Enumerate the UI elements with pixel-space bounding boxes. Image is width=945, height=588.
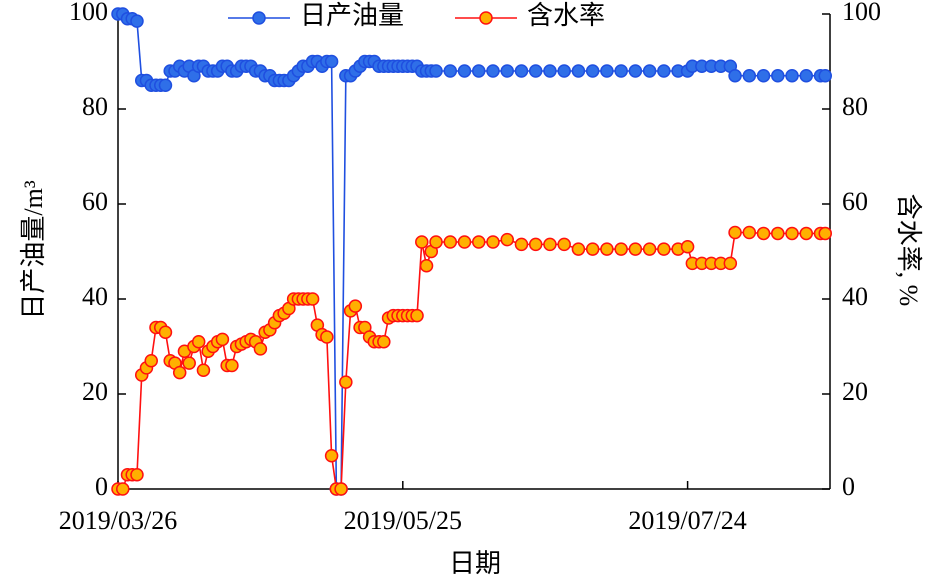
data-point [429,64,443,78]
data-point [144,354,158,368]
y2-tick-label: 80 [842,92,868,121]
y-tick-label: 40 [82,282,108,311]
data-point [415,235,429,249]
y2-tick-label: 20 [842,377,868,406]
data-point [528,64,543,78]
data-point [324,449,339,463]
data-point [785,226,799,241]
data-point [771,69,785,83]
data-point [614,64,628,78]
data-point [334,482,348,496]
data-point [818,226,833,241]
y2-tick-label: 100 [842,0,881,26]
legend-marker [252,11,266,25]
data-point [457,64,472,78]
data-point [253,342,268,356]
data-point [614,242,628,256]
data-point [443,64,458,78]
data-point [500,232,514,247]
data-point [799,69,814,83]
data-point [377,335,391,349]
data-point [742,225,757,240]
data-point [486,235,500,249]
y2-tick-label: 60 [842,187,868,216]
data-point [419,259,434,273]
data-point [799,226,814,241]
data-point [500,64,514,78]
data-point [571,242,586,256]
y-tick-label: 20 [82,377,108,406]
data-point [818,69,833,83]
y2-tick-label: 0 [842,472,855,501]
data-point [158,325,173,339]
y2-tick-label: 40 [842,282,868,311]
data-point [600,64,614,78]
data-point [756,69,771,83]
data-point [320,330,334,344]
data-point [557,64,571,78]
data-point [514,237,529,252]
data-point [130,468,144,482]
data-point [628,64,643,78]
data-point [191,335,206,349]
data-point [196,363,211,377]
data-point [680,240,695,254]
data-point [471,64,486,78]
y-tick-label: 100 [69,0,108,26]
data-point [158,78,173,92]
data-point [471,235,486,249]
data-point [642,242,657,256]
data-point [628,242,643,256]
data-point [429,235,443,249]
data-point [585,64,600,78]
y-tick-label: 60 [82,187,108,216]
data-point [557,237,571,252]
data-point [771,226,785,241]
data-point [543,237,557,252]
data-point [528,237,543,252]
data-point [728,69,742,83]
y-tick-label: 0 [95,472,108,501]
legend-label: 含水率 [527,1,605,30]
data-point [172,365,187,380]
data-point [339,375,353,389]
data-point [543,64,557,78]
data-point [600,242,614,256]
data-point [348,299,363,313]
data-point [657,242,671,256]
data-point [642,64,657,78]
data-point [115,482,130,496]
data-point [225,358,239,373]
data-point [215,332,230,347]
y-tick-label: 80 [82,92,108,121]
data-point [785,69,799,83]
data-point [728,225,742,240]
data-point [305,292,320,306]
data-point [443,235,458,249]
legend-marker [479,11,493,25]
data-point [486,64,500,78]
data-point [410,308,424,323]
data-point [571,64,586,78]
data-point [324,54,339,69]
data-point [723,256,738,271]
x-tick-label: 2019/03/26 [59,506,177,535]
data-point [585,242,600,256]
data-point [756,226,771,241]
data-point [182,356,196,370]
x-tick-label: 2019/07/24 [628,506,746,535]
data-point [130,14,144,28]
legend-label: 日产油量 [300,1,404,30]
y2-axis-label: 含水率, % [894,194,923,307]
x-axis-label: 日期 [449,549,501,578]
data-point [742,69,757,83]
x-tick-label: 2019/05/25 [344,506,462,535]
data-point [457,235,472,249]
data-point [657,64,671,78]
data-point [514,64,529,78]
y-axis-label: 日产油量/m³ [19,180,48,319]
series-line [118,13,826,490]
